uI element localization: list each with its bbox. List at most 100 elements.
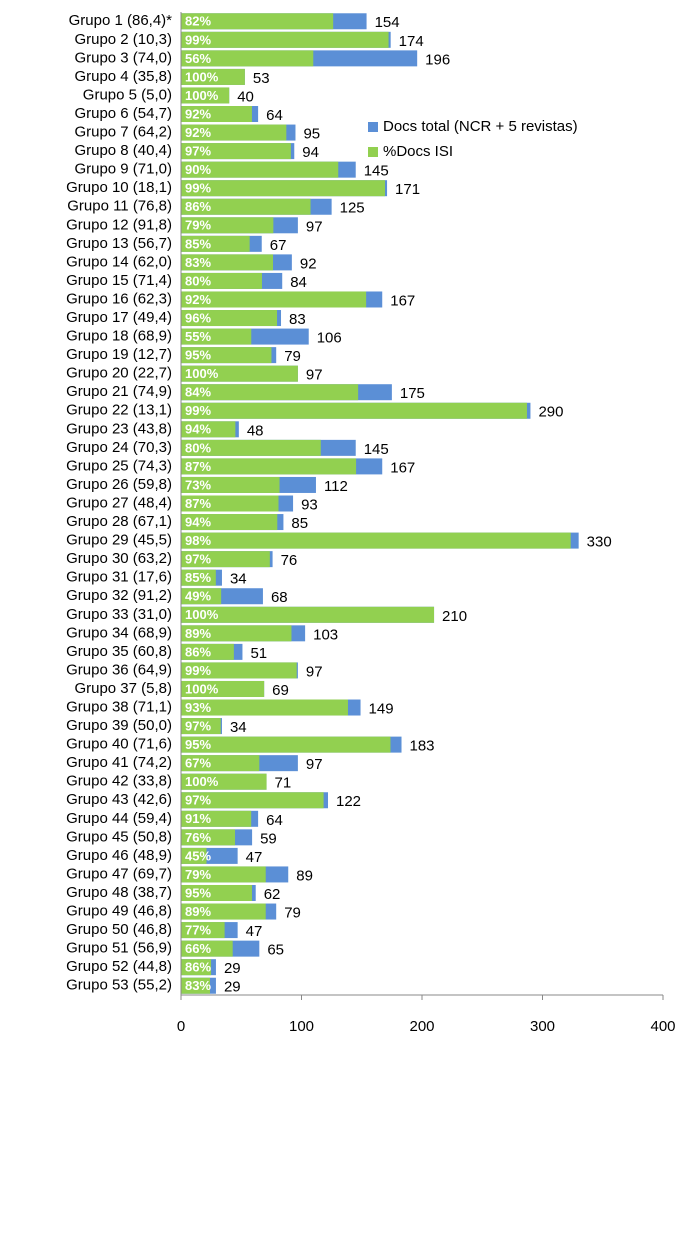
category-label: Grupo 3 (74,0)	[74, 49, 172, 66]
bar-isi	[181, 866, 266, 883]
pct-label: 91%	[185, 811, 211, 826]
bar-isi	[181, 328, 252, 345]
category-label: Grupo 53 (55,2)	[66, 977, 172, 994]
bar-isi	[181, 625, 292, 642]
total-label: 65	[267, 942, 284, 959]
total-label: 79	[284, 905, 301, 922]
total-label: 34	[230, 719, 247, 736]
pct-label: 92%	[185, 125, 211, 140]
pct-label: 95%	[185, 885, 211, 900]
bar-isi	[181, 810, 252, 827]
total-label: 47	[246, 923, 263, 940]
total-label: 64	[266, 107, 283, 124]
pct-label: 45%	[185, 848, 211, 863]
bar-isi	[181, 662, 297, 679]
bar-isi	[181, 68, 245, 85]
total-label: 171	[395, 181, 420, 198]
category-label: Grupo 34 (68,9)	[66, 624, 172, 641]
total-label: 167	[390, 459, 415, 476]
category-label: Grupo 6 (54,7)	[74, 105, 172, 122]
bar-isi	[181, 439, 321, 456]
pct-label: 100%	[185, 88, 219, 103]
pct-label: 97%	[185, 719, 211, 734]
pct-label: 97%	[185, 793, 211, 808]
bar-isi	[181, 272, 262, 289]
pct-label: 100%	[185, 774, 219, 789]
bar-isi	[181, 402, 527, 419]
pct-label: 95%	[185, 737, 211, 752]
bar-isi	[181, 217, 274, 234]
bar-isi	[181, 365, 298, 382]
bar-isi	[181, 755, 260, 772]
pct-label: 84%	[185, 385, 211, 400]
pct-label: 99%	[185, 403, 211, 418]
pct-label: 83%	[185, 255, 211, 270]
bar-isi	[181, 606, 435, 623]
bar-isi	[181, 13, 334, 30]
category-label: Grupo 17 (49,4)	[66, 309, 172, 326]
pct-label: 85%	[185, 236, 211, 251]
total-label: 175	[400, 385, 425, 402]
bar-isi	[181, 643, 234, 660]
category-label: Grupo 16 (62,3)	[66, 290, 172, 307]
category-label: Grupo 13 (56,7)	[66, 235, 172, 252]
pct-label: 83%	[185, 978, 211, 993]
x-tick-label: 300	[530, 1018, 555, 1035]
total-label: 103	[313, 626, 338, 643]
pct-label: 89%	[185, 626, 211, 641]
total-label: 106	[317, 330, 342, 347]
pct-label: 97%	[185, 552, 211, 567]
category-label: Grupo 5 (5,0)	[83, 86, 172, 103]
bar-isi	[181, 532, 571, 549]
total-label: 62	[264, 886, 281, 903]
total-label: 174	[399, 33, 424, 50]
pct-label: 80%	[185, 440, 211, 455]
total-label: 71	[275, 775, 292, 792]
pct-label: 85%	[185, 570, 211, 585]
legend-label: Docs total (NCR + 5 revistas)	[383, 118, 578, 135]
legend-label: %Docs ISI	[383, 143, 453, 160]
category-label: Grupo 35 (60,8)	[66, 643, 172, 660]
category-label: Grupo 19 (12,7)	[66, 346, 172, 363]
category-label: Grupo 37 (5,8)	[74, 680, 172, 697]
category-label: Grupo 8 (40,4)	[74, 142, 172, 159]
bar-isi	[181, 718, 221, 735]
total-label: 53	[253, 70, 270, 87]
pct-label: 55%	[185, 329, 211, 344]
category-label: Grupo 18 (68,9)	[66, 328, 172, 345]
bar-isi	[181, 124, 287, 141]
total-label: 29	[224, 960, 241, 977]
category-label: Grupo 52 (44,8)	[66, 958, 172, 975]
bar-isi	[181, 847, 207, 864]
total-label: 89	[296, 867, 313, 884]
category-label: Grupo 1 (86,4)*	[69, 12, 173, 29]
pct-label: 79%	[185, 218, 211, 233]
category-label: Grupo 45 (50,8)	[66, 828, 172, 845]
bar-isi	[181, 198, 311, 215]
bar-isi	[181, 736, 391, 753]
category-label: Grupo 9 (71,0)	[74, 161, 172, 178]
category-label: Grupo 21 (74,9)	[66, 383, 172, 400]
total-label: 40	[237, 88, 254, 105]
bar-isi	[181, 569, 216, 586]
category-label: Grupo 47 (69,7)	[66, 865, 172, 882]
pct-label: 96%	[185, 310, 211, 325]
pct-label: 94%	[185, 514, 211, 529]
pct-label: 100%	[185, 607, 219, 622]
bar-isi	[181, 551, 270, 568]
total-label: 154	[375, 14, 400, 31]
pct-label: 93%	[185, 700, 211, 715]
bar-isi	[181, 310, 278, 327]
total-label: 68	[271, 589, 288, 606]
category-label: Grupo 40 (71,6)	[66, 736, 172, 753]
category-label: Grupo 38 (71,1)	[66, 698, 172, 715]
pct-label: 94%	[185, 422, 211, 437]
category-label: Grupo 41 (74,2)	[66, 754, 172, 771]
x-tick-label: 200	[409, 1018, 434, 1035]
category-label: Grupo 4 (35,8)	[74, 68, 172, 85]
total-label: 145	[364, 163, 389, 180]
category-label: Grupo 12 (91,8)	[66, 216, 172, 233]
bar-isi	[181, 87, 230, 104]
bar-isi	[181, 773, 267, 790]
